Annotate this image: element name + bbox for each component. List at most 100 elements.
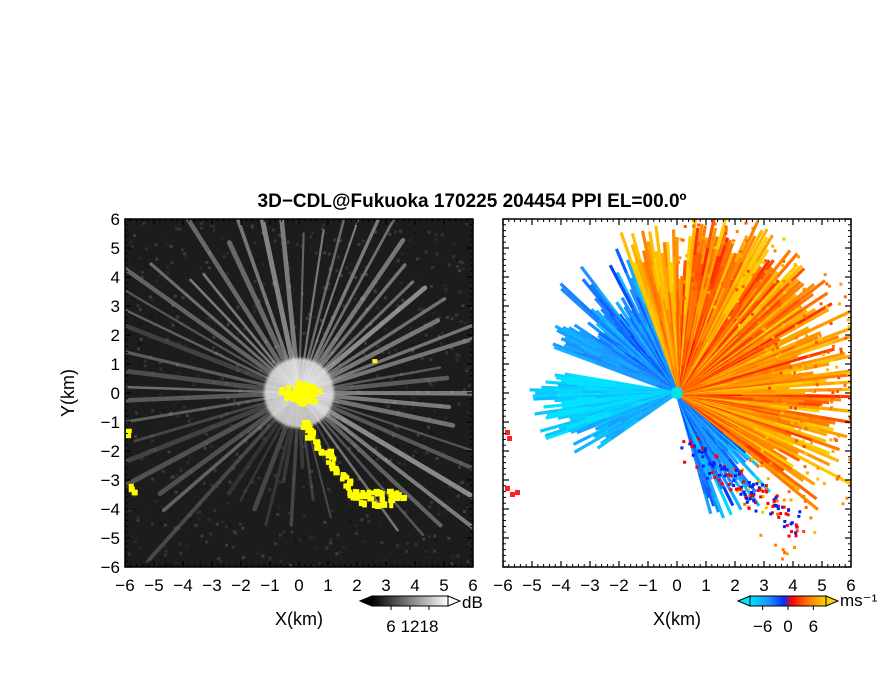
snr-yellow-cell [371,501,377,509]
snr-noise-cell [136,519,140,523]
velocity-pixel [742,490,746,494]
velocity-beam-segment [630,232,642,261]
velocity-beam-segment [779,305,803,323]
velocity-beam-segment [654,225,661,254]
snr-noise-cell [227,371,231,375]
velocity-pixel [776,507,780,511]
velocity-beam-segment [796,331,822,345]
snr-noise-cell [175,299,179,303]
velocity-beam-segment [776,419,803,430]
snr-noise-cell [378,523,382,527]
velocity-beam-segment [714,275,728,301]
snr-noise-cell [333,291,337,295]
velocity-pixel [751,494,755,498]
snr-noise-cell [185,414,189,418]
snr-noise-cell [165,253,169,257]
snr-noise-cell [201,543,205,547]
snr-noise-cell [404,503,408,507]
snr-noise-cell [176,315,180,319]
snr-yellow-cell [327,449,335,457]
snr-noise-cell [267,225,271,229]
snr-noise-cell [209,532,213,536]
velocity-beam-segment [777,355,799,365]
snr-noise-cell [361,239,365,243]
snr-noise-cell [145,559,149,563]
snr-noise-cell [427,230,431,234]
velocity-pixel [823,273,827,277]
velocity-beam-segment [555,376,577,382]
velocity-beam-segment [784,436,813,452]
snr-noise-cell [408,238,412,242]
velocity-pixel [713,246,717,250]
velocity-beam-segment [771,383,804,389]
velocity-pixel [721,241,725,245]
velocity-beam-segment [594,421,610,431]
snr-noise-cell [312,234,316,238]
velocity-pixel [835,477,839,481]
snr-axis-ticks [124,218,474,568]
velocity-pixel [839,347,843,351]
y-tick-label: 4 [111,268,120,287]
snr-noise-cell [154,243,158,247]
velocity-pixel [771,335,775,339]
velocity-beam-segment [726,316,746,338]
snr-noise-cell [408,352,412,356]
velocity-pixel [748,321,752,325]
velocity-beam-segment [771,362,791,371]
velocity-beam-segment [618,313,631,329]
snr-yellow-cell [300,425,307,430]
velocity-beam-segment [580,397,601,403]
velocity-pixel [875,397,878,400]
velocity-beam-segment [803,418,830,427]
snr-yellow-cell [380,501,388,508]
velocity-beam-segment [822,309,851,326]
snr-noise-cell [253,241,257,245]
snr-noise-cell [376,469,380,473]
snr-noise-cell [310,536,314,540]
snr-noise-cell [411,395,415,399]
snr-noise-cell [366,247,370,251]
velocity-beam-segment [646,241,655,268]
snr-yellow-cell [325,453,331,459]
velocity-beam-segment [732,449,747,464]
velocity-beam-segment [752,259,771,284]
snr-noise-cell [367,520,371,524]
snr-noise-cell [342,304,346,308]
snr-noise-cell [134,508,138,512]
velocity-panel: −6 −5 −4 −3 −2 −1 0 1 2 3 4 5 6 X(km) −6 0 6 ms⁻¹ [493,218,878,636]
velocity-pixel [836,381,840,385]
snr-noise-cell [336,255,340,259]
snr-noise-cell [163,523,167,527]
velocity-pixel [861,457,864,460]
velocity-beam-segment [725,311,746,334]
velocity-beam-segment [752,419,773,430]
velocity-beam-segment [662,242,669,268]
snr-noise-cell [415,450,419,454]
velocity-beam-segment [600,433,615,445]
velocity-beam-segment [758,299,782,321]
snr-noise-cell [359,422,363,426]
snr-noise-cell [191,276,195,280]
snr-yellow-cell [342,475,350,480]
snr-noise-cell [217,557,221,561]
velocity-beam-segment [761,413,791,424]
snr-noise-cell [459,481,463,485]
velocity-beam-segment [703,299,716,324]
velocity-beam-segment [811,335,840,348]
velocity-beam-segment [686,236,692,263]
snr-yellow-cell [311,429,317,436]
snr-noise-cell [155,257,159,261]
snr-noise-cell [362,352,366,356]
snr-noise-cell [461,480,465,484]
velocity-rays [505,219,878,561]
velocity-beam-segment [634,281,646,305]
snr-noise-cell [196,511,200,515]
snr-yellow-cell [286,384,292,391]
velocity-beam-segment [657,285,665,313]
snr-noise-cell [216,222,220,226]
velocity-beam-segment [697,473,707,495]
snr-noise-cell [176,414,180,418]
velocity-pixel [732,468,736,472]
velocity-pixel [800,419,804,423]
snr-noise-cell [424,546,428,550]
